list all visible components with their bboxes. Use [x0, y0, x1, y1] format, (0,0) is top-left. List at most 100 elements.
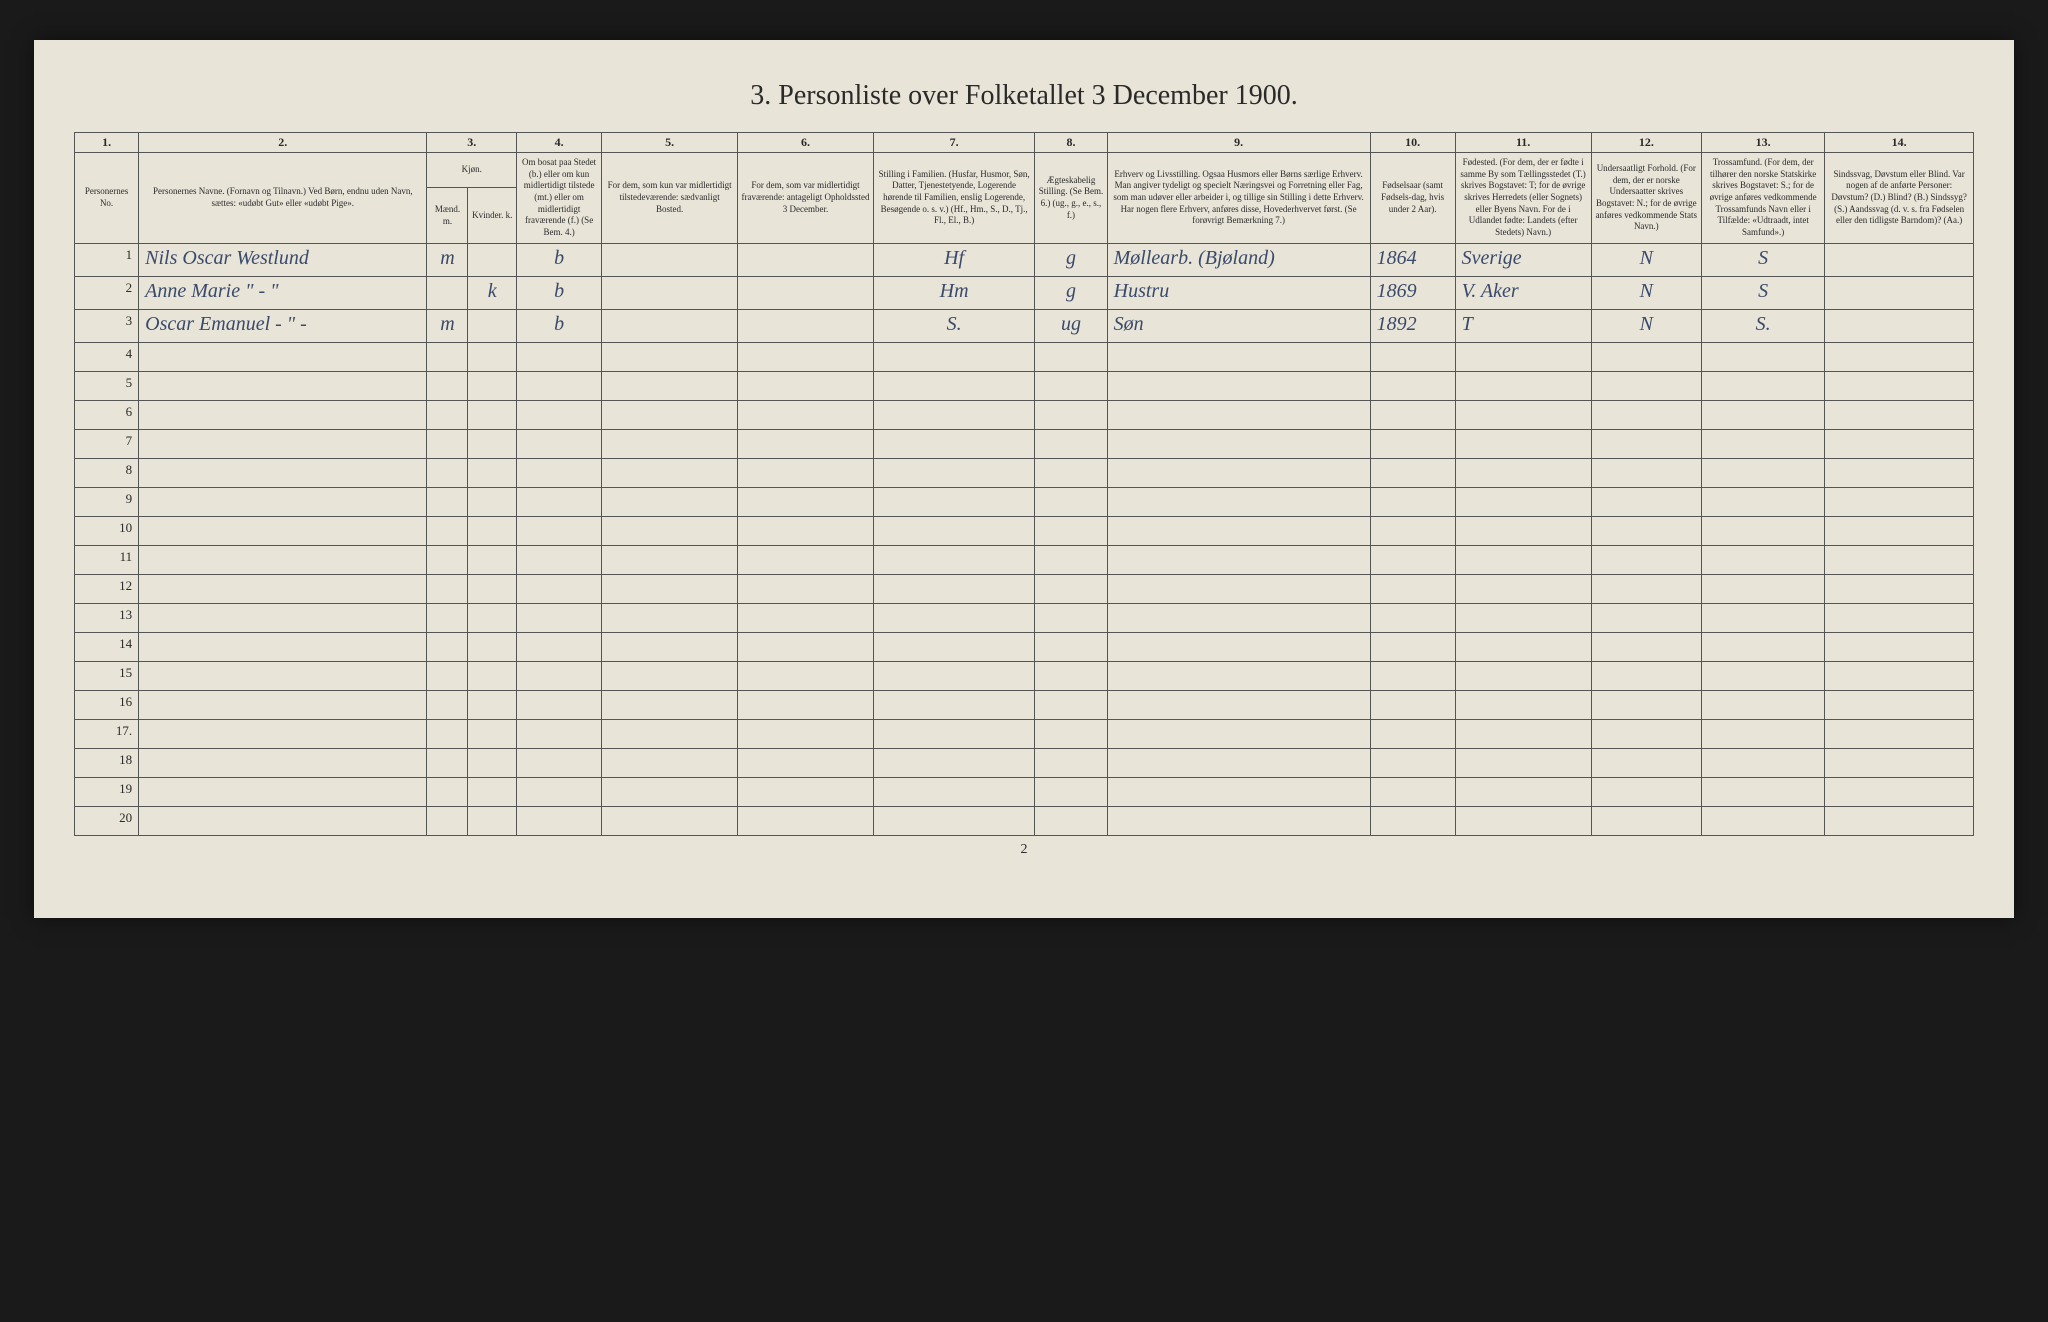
row-num: 18 [75, 748, 139, 777]
empty-cell [1107, 516, 1370, 545]
cell-fam: Hm [873, 276, 1034, 309]
empty-cell [517, 516, 602, 545]
cell-tros: S. [1702, 309, 1825, 342]
empty-cell [1107, 458, 1370, 487]
table-row: 13 [75, 603, 1974, 632]
cell-name: Oscar Emanuel - " - [139, 309, 427, 342]
empty-cell [1455, 516, 1591, 545]
empty-cell [1107, 487, 1370, 516]
hdr-4: Om bosat paa Stedet (b.) eller om kun mi… [517, 153, 602, 244]
empty-cell [873, 458, 1034, 487]
colnum-10: 10. [1370, 133, 1455, 153]
hdr-11: Fødested. (For dem, der er fødte i samme… [1455, 153, 1591, 244]
empty-cell [1035, 342, 1107, 371]
table-row: 3Oscar Emanuel - " -mbS.ugSøn1892TNS. [75, 309, 1974, 342]
cell-name: Nils Oscar Westlund [139, 243, 427, 276]
empty-cell [602, 574, 738, 603]
empty-cell [517, 603, 602, 632]
empty-cell [602, 371, 738, 400]
empty-cell [873, 777, 1034, 806]
empty-cell [468, 545, 517, 574]
empty-cell [1825, 806, 1974, 835]
cell-name: Anne Marie " - " [139, 276, 427, 309]
empty-cell [1035, 748, 1107, 777]
empty-cell [602, 690, 738, 719]
empty-cell [1455, 400, 1591, 429]
empty-cell [1035, 603, 1107, 632]
cell-egt: g [1035, 276, 1107, 309]
empty-cell [1591, 516, 1702, 545]
row-num: 10 [75, 516, 139, 545]
empty-cell [1370, 458, 1455, 487]
empty-cell [873, 603, 1034, 632]
row-num: 15 [75, 661, 139, 690]
hdr-3: Kjøn. [427, 153, 517, 188]
empty-cell [1455, 487, 1591, 516]
hdr-12: Undersaatligt Forhold. (For dem, der er … [1591, 153, 1702, 244]
empty-cell [873, 545, 1034, 574]
empty-cell [1702, 574, 1825, 603]
empty-cell [1825, 458, 1974, 487]
hdr-3b: Kvinder. k. [468, 188, 517, 243]
cell-c14 [1825, 243, 1974, 276]
empty-cell [427, 342, 468, 371]
empty-cell [1825, 371, 1974, 400]
empty-cell [1370, 545, 1455, 574]
empty-cell [468, 661, 517, 690]
empty-cell [873, 371, 1034, 400]
empty-cell [1591, 806, 1702, 835]
row-num: 5 [75, 371, 139, 400]
cell-c14 [1825, 309, 1974, 342]
empty-cell [1035, 371, 1107, 400]
hdr-5: For dem, som kun var midlertidigt tilste… [602, 153, 738, 244]
table-row: 6 [75, 400, 1974, 429]
empty-cell [602, 661, 738, 690]
colnum-5: 5. [602, 133, 738, 153]
table-row: 5 [75, 371, 1974, 400]
table-row: 19 [75, 777, 1974, 806]
empty-cell [1035, 458, 1107, 487]
colnum-7: 7. [873, 133, 1034, 153]
empty-cell [1591, 719, 1702, 748]
empty-cell [1455, 429, 1591, 458]
empty-cell [1107, 603, 1370, 632]
empty-cell [427, 458, 468, 487]
empty-cell [1107, 748, 1370, 777]
cell-m: m [427, 309, 468, 342]
empty-cell [139, 603, 427, 632]
cell-und: N [1591, 243, 1702, 276]
empty-cell [517, 661, 602, 690]
header-row: Personernes No. Personernes Navne. (Forn… [75, 153, 1974, 188]
table-row: 4 [75, 342, 1974, 371]
colnum-2: 2. [139, 133, 427, 153]
empty-cell [1591, 777, 1702, 806]
empty-cell [1035, 806, 1107, 835]
empty-cell [1702, 690, 1825, 719]
empty-cell [738, 748, 874, 777]
hdr-14: Sindssvag, Døvstum eller Blind. Var noge… [1825, 153, 1974, 244]
cell-fsted: V. Aker [1455, 276, 1591, 309]
empty-cell [517, 574, 602, 603]
cell-tros: S [1702, 243, 1825, 276]
cell-und: N [1591, 276, 1702, 309]
empty-cell [468, 748, 517, 777]
empty-cell [1702, 661, 1825, 690]
empty-cell [1455, 371, 1591, 400]
empty-cell [468, 632, 517, 661]
empty-cell [1455, 777, 1591, 806]
empty-cell [427, 516, 468, 545]
empty-cell [1455, 545, 1591, 574]
empty-cell [738, 777, 874, 806]
empty-cell [1702, 516, 1825, 545]
empty-cell [1455, 661, 1591, 690]
empty-cell [738, 545, 874, 574]
cell-k: k [468, 276, 517, 309]
empty-cell [1107, 371, 1370, 400]
empty-cell [1702, 400, 1825, 429]
page-title: 3. Personliste over Folketallet 3 Decemb… [74, 80, 1974, 112]
empty-cell [1591, 342, 1702, 371]
table-row: 9 [75, 487, 1974, 516]
empty-cell [1825, 429, 1974, 458]
empty-cell [1825, 487, 1974, 516]
empty-cell [1035, 690, 1107, 719]
